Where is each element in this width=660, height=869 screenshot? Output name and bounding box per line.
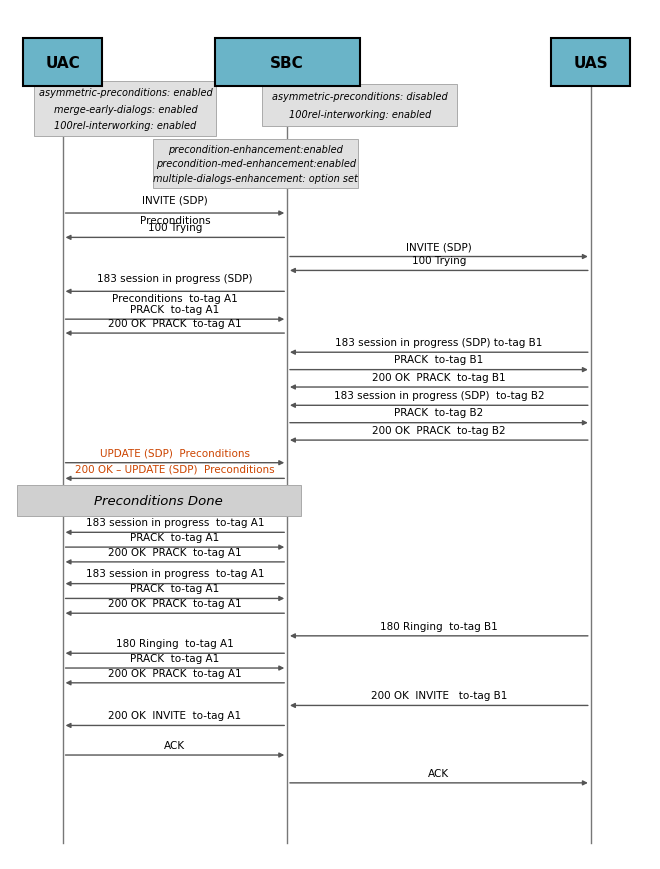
Text: 100 Trying: 100 Trying bbox=[148, 223, 202, 233]
Text: asymmetric-preconditions: disabled: asymmetric-preconditions: disabled bbox=[272, 92, 447, 102]
Text: ACK: ACK bbox=[164, 740, 185, 750]
Text: Preconditions Done: Preconditions Done bbox=[94, 494, 223, 507]
Text: 200 OK  PRACK  to-tag A1: 200 OK PRACK to-tag A1 bbox=[108, 319, 242, 328]
Text: INVITE (SDP): INVITE (SDP) bbox=[142, 196, 208, 205]
Text: Preconditions: Preconditions bbox=[139, 216, 211, 225]
FancyBboxPatch shape bbox=[262, 85, 457, 127]
Text: 180 Ringing  to-tag A1: 180 Ringing to-tag A1 bbox=[116, 639, 234, 648]
Text: PRACK  to-tag A1: PRACK to-tag A1 bbox=[130, 305, 220, 315]
Text: PRACK  to-tag A1: PRACK to-tag A1 bbox=[130, 653, 220, 663]
Text: PRACK  to-tag B2: PRACK to-tag B2 bbox=[394, 408, 484, 418]
FancyBboxPatch shape bbox=[153, 140, 358, 189]
Text: UAS: UAS bbox=[574, 56, 608, 70]
Text: 183 session in progress  to-tag A1: 183 session in progress to-tag A1 bbox=[86, 518, 264, 527]
Text: 180 Ringing  to-tag B1: 180 Ringing to-tag B1 bbox=[380, 621, 498, 631]
Text: 100 Trying: 100 Trying bbox=[412, 256, 466, 266]
Text: 200 OK  INVITE   to-tag B1: 200 OK INVITE to-tag B1 bbox=[371, 691, 507, 700]
Text: ACK: ACK bbox=[428, 768, 449, 778]
FancyBboxPatch shape bbox=[551, 39, 630, 87]
Text: PRACK  to-tag A1: PRACK to-tag A1 bbox=[130, 584, 220, 594]
Text: 200 OK  PRACK  to-tag A1: 200 OK PRACK to-tag A1 bbox=[108, 599, 242, 608]
Text: 183 session in progress (SDP): 183 session in progress (SDP) bbox=[97, 274, 253, 283]
FancyBboxPatch shape bbox=[214, 39, 360, 87]
Text: SBC: SBC bbox=[270, 56, 304, 70]
FancyBboxPatch shape bbox=[34, 82, 216, 137]
FancyBboxPatch shape bbox=[16, 485, 301, 516]
Text: 183 session in progress (SDP)  to-tag B2: 183 session in progress (SDP) to-tag B2 bbox=[333, 391, 544, 401]
Text: asymmetric-preconditions: enabled: asymmetric-preconditions: enabled bbox=[38, 88, 213, 97]
Text: PRACK  to-tag A1: PRACK to-tag A1 bbox=[130, 533, 220, 542]
FancyBboxPatch shape bbox=[23, 39, 102, 87]
Text: 200 OK  INVITE  to-tag A1: 200 OK INVITE to-tag A1 bbox=[108, 711, 242, 720]
Text: multiple-dialogs-enhancement: option set: multiple-dialogs-enhancement: option set bbox=[153, 174, 358, 183]
Text: 183 session in progress (SDP) to-tag B1: 183 session in progress (SDP) to-tag B1 bbox=[335, 338, 543, 348]
Text: precondition-med-enhancement:enabled: precondition-med-enhancement:enabled bbox=[156, 159, 356, 169]
Text: INVITE (SDP): INVITE (SDP) bbox=[406, 242, 472, 252]
Text: 100rel-interworking: enabled: 100rel-interworking: enabled bbox=[288, 110, 431, 120]
Text: 200 OK  PRACK  to-tag B2: 200 OK PRACK to-tag B2 bbox=[372, 426, 506, 435]
Text: Preconditions  to-tag A1: Preconditions to-tag A1 bbox=[112, 294, 238, 303]
Text: 200 OK  PRACK  to-tag A1: 200 OK PRACK to-tag A1 bbox=[108, 668, 242, 678]
Text: 200 OK  PRACK  to-tag B1: 200 OK PRACK to-tag B1 bbox=[372, 373, 506, 382]
Text: 183 session in progress  to-tag A1: 183 session in progress to-tag A1 bbox=[86, 569, 264, 579]
Text: 200 OK  PRACK  to-tag A1: 200 OK PRACK to-tag A1 bbox=[108, 547, 242, 557]
Text: precondition-enhancement:enabled: precondition-enhancement:enabled bbox=[168, 145, 343, 155]
Text: UAC: UAC bbox=[46, 56, 80, 70]
Text: 200 OK – UPDATE (SDP)  Preconditions: 200 OK – UPDATE (SDP) Preconditions bbox=[75, 464, 275, 474]
Text: UPDATE (SDP)  Preconditions: UPDATE (SDP) Preconditions bbox=[100, 448, 250, 458]
Text: 100rel-interworking: enabled: 100rel-interworking: enabled bbox=[54, 122, 197, 131]
Text: merge-early-dialogs: enabled: merge-early-dialogs: enabled bbox=[53, 104, 197, 115]
Text: PRACK  to-tag B1: PRACK to-tag B1 bbox=[394, 355, 484, 365]
